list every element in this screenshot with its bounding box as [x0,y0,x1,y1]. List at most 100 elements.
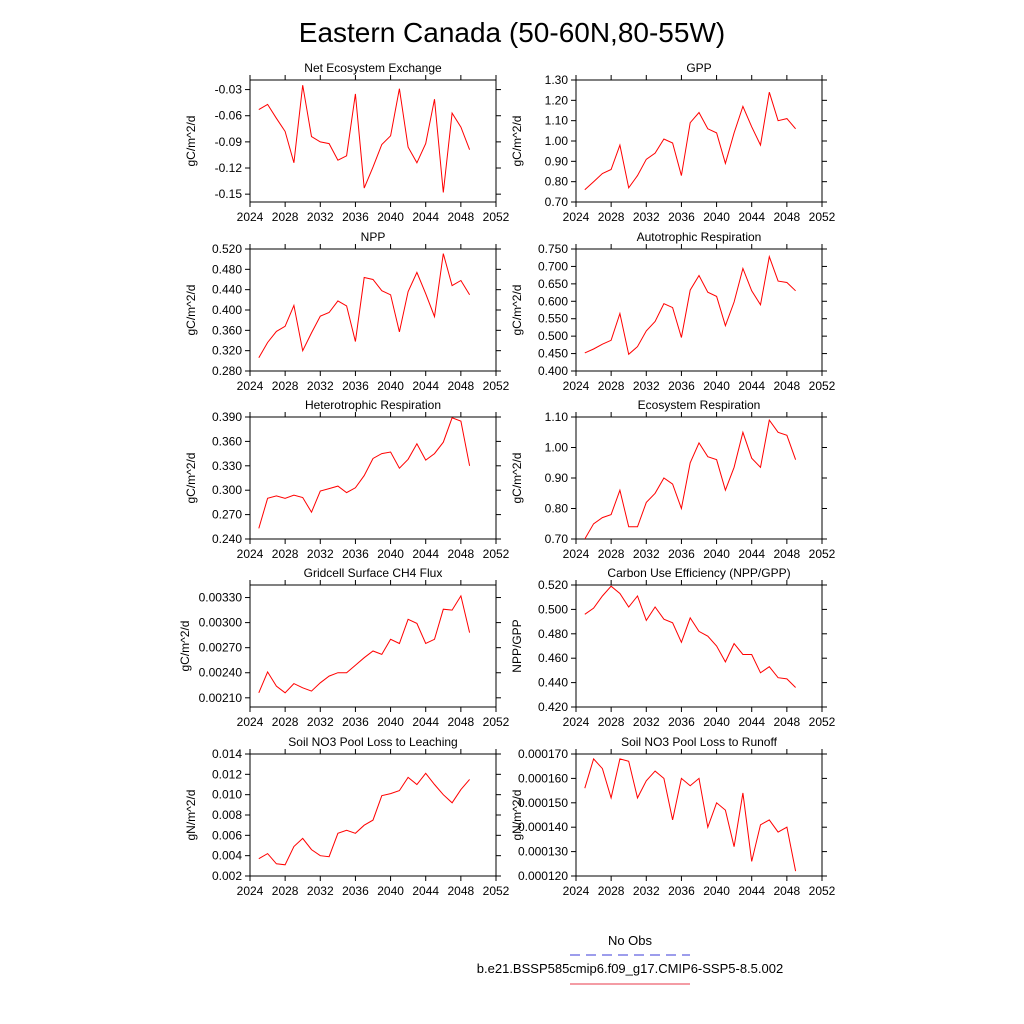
x-tick-label: 2036 [668,547,695,561]
x-tick-label: 2036 [668,210,695,224]
x-tick-label: 2048 [774,884,801,898]
x-tick-label: 2032 [307,547,334,561]
x-tick-label: 2024 [563,547,590,561]
x-tick-label: 2040 [703,715,730,729]
y-tick-label: 0.90 [545,471,569,485]
y-tick-label: 0.00330 [199,591,243,605]
x-tick-label: 2032 [633,884,660,898]
x-tick-label: 2044 [738,884,765,898]
x-tick-label: 2052 [809,379,836,393]
x-tick-label: 2040 [703,379,730,393]
y-tick-label: 0.008 [212,808,242,822]
x-tick-label: 2048 [448,547,475,561]
y-axis-label: gC/m^2/d [184,453,198,504]
y-tick-label: 0.420 [538,700,568,714]
x-tick-label: 2052 [809,547,836,561]
x-tick-label: 2052 [483,884,510,898]
y-tick-label: 0.000170 [518,747,568,761]
x-tick-label: 2028 [598,547,625,561]
x-tick-label: 2024 [237,210,264,224]
y-tick-label: 0.00240 [199,666,243,680]
x-tick-label: 2040 [377,379,404,393]
x-tick-label: 2024 [563,379,590,393]
x-tick-label: 2032 [633,547,660,561]
legend-model-label: b.e21.BSSP585cmip6.f09_g17.CMIP6-SSP5-8.… [477,961,783,976]
y-tick-label: 0.480 [212,262,242,276]
series-line [258,85,471,193]
y-tick-label: 0.80 [545,175,569,189]
x-tick-label: 2032 [307,210,334,224]
x-tick-label: 2052 [809,884,836,898]
y-tick-label: 1.00 [545,134,569,148]
x-tick-label: 2028 [598,210,625,224]
y-axis-label: gN/m^2/d [510,790,524,841]
x-tick-label: 2032 [307,884,334,898]
x-tick-label: 2048 [448,884,475,898]
legend: No Obs b.e21.BSSP585cmip6.f09_g17.CMIP6-… [477,933,783,985]
series-line [258,417,471,529]
chart-title: Carbon Use Efficiency (NPP/GPP) [607,566,790,580]
y-tick-label: -0.06 [215,109,243,123]
chart-panel: Ecosystem Respiration 0.70 0.80 0.90 1.00 1.1… [510,398,836,561]
y-tick-label: 0.450 [538,347,568,361]
x-tick-label: 2024 [237,379,264,393]
x-tick-label: 2028 [272,715,299,729]
x-tick-label: 2040 [703,547,730,561]
y-axis-label: NPP/GPP [510,619,524,672]
chart-panel: Carbon Use Efficiency (NPP/GPP) 0.420 0.44… [510,566,836,729]
x-tick-label: 2044 [412,210,439,224]
x-tick-label: 2044 [412,547,439,561]
x-tick-label: 2052 [809,210,836,224]
x-tick-label: 2048 [448,210,475,224]
y-tick-label: 0.000120 [518,869,568,883]
y-axis-label: gC/m^2/d [510,285,524,336]
chart-panel: Net Ecosystem Exchange -0.15 -0.12 -0.09 -0.… [184,61,510,224]
y-tick-label: 0.000130 [518,845,568,859]
y-tick-label: 0.500 [538,602,568,616]
chart-title: Net Ecosystem Exchange [304,61,442,75]
y-tick-label: 0.460 [538,651,568,665]
y-tick-label: 0.70 [545,195,569,209]
x-tick-label: 2052 [483,547,510,561]
x-tick-label: 2040 [377,210,404,224]
y-tick-label: 0.550 [538,312,568,326]
y-axis-label: gC/m^2/d [184,285,198,336]
x-tick-label: 2052 [809,715,836,729]
plot-frame [575,416,823,540]
y-tick-label: 0.360 [212,434,242,448]
y-tick-label: -0.03 [215,83,243,97]
y-axis-label: gC/m^2/d [184,116,198,167]
x-tick-label: 2048 [774,210,801,224]
y-tick-label: 0.400 [212,303,242,317]
x-tick-label: 2028 [598,884,625,898]
chart-title: Heterotrophic Respiration [305,398,441,412]
x-tick-label: 2052 [483,715,510,729]
plot-frame [249,584,497,708]
y-tick-label: 0.440 [538,676,568,690]
x-tick-label: 2036 [342,210,369,224]
series-line [584,92,796,191]
chart-title: GPP [686,61,711,75]
x-tick-label: 2036 [342,547,369,561]
y-axis-label: gC/m^2/d [178,621,192,672]
plot-frame [249,79,497,203]
chart-title: NPP [361,230,386,244]
chart-panel: GPP 0.70 0.80 0.90 1.00 1.10 1.20 1.30 2024 2028 2… [510,61,836,224]
series-line [258,772,470,866]
y-tick-label: 0.600 [538,294,568,308]
y-tick-label: 0.700 [538,259,568,273]
x-tick-label: 2048 [448,715,475,729]
chart-panel: Gridcell Surface CH4 Flux 0.00210 0.00240 0… [178,566,510,729]
y-tick-label: 0.000140 [518,820,568,834]
y-tick-label: 0.004 [212,849,242,863]
y-tick-label: 0.750 [538,242,568,256]
x-tick-label: 2028 [272,379,299,393]
x-tick-label: 2024 [563,884,590,898]
series-line [584,757,797,872]
x-tick-label: 2048 [774,379,801,393]
x-tick-label: 2024 [563,210,590,224]
x-tick-label: 2036 [668,715,695,729]
y-tick-label: 0.006 [212,828,242,842]
x-tick-label: 2028 [598,379,625,393]
x-tick-label: 2044 [738,547,765,561]
